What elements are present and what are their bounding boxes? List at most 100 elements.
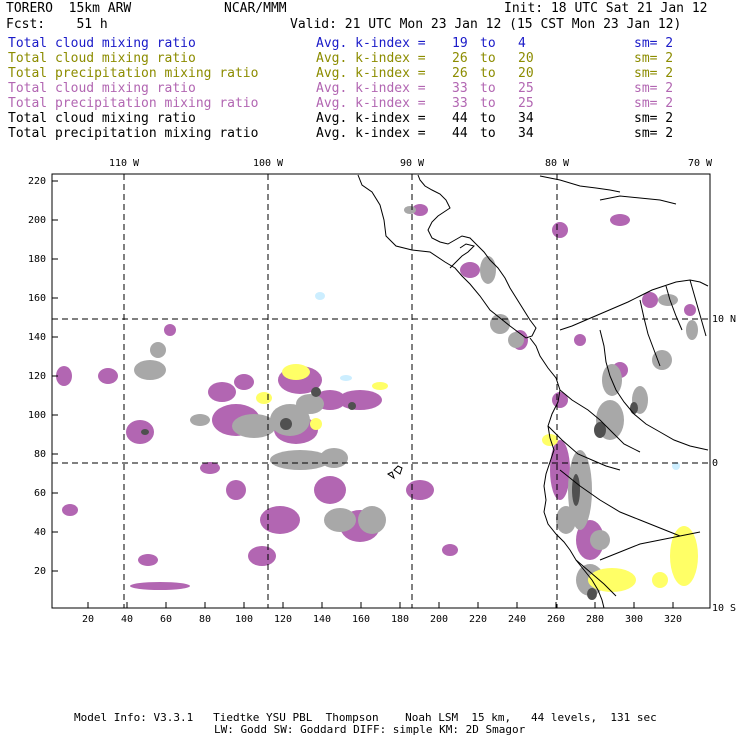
legend-to: to [480, 111, 496, 126]
x-tick-label: 20 [82, 614, 94, 625]
cloud-dark [348, 402, 356, 410]
cloud-yellow [542, 434, 558, 446]
legend-stat: Avg. k-index = [316, 126, 426, 141]
cloud-purple [56, 366, 72, 386]
cloud-dark [587, 588, 597, 600]
cloud-grey [150, 342, 166, 358]
legend-to: to [480, 96, 496, 111]
x-tick-label: 200 [430, 614, 448, 625]
model-info: Model Info: V3.3.1 Tiedtke YSU PBL Thomp… [74, 711, 657, 724]
cloud-yellow [588, 568, 636, 592]
legend-field: Total cloud mixing ratio [8, 51, 196, 66]
legend-field: Total cloud mixing ratio [8, 111, 196, 126]
legend-to: to [480, 66, 496, 81]
lon-label: 90 W [400, 158, 425, 169]
lat-lon-grid [52, 174, 710, 608]
cloud-grey [232, 414, 276, 438]
cloud-yellow [372, 382, 388, 390]
x-tick-label: 320 [664, 614, 682, 625]
lat-label: 10 S [712, 603, 736, 614]
legend-a: 19 [452, 36, 468, 51]
legend-a: 44 [452, 126, 468, 141]
x-tick-label: 60 [160, 614, 172, 625]
cloud-yellow [310, 418, 322, 430]
cloud-purple [226, 480, 246, 500]
physics-info: LW: Godd SW: Goddard DIFF: simple KM: 2D… [214, 723, 526, 736]
legend-stat: Avg. k-index = [316, 111, 426, 126]
legend-row: Total cloud mixing ratio Avg. k-index = 33… [8, 81, 728, 96]
lon-label: 100 W [253, 158, 284, 169]
legend-sm: sm= 2 [634, 126, 674, 141]
x-tick-label: 280 [586, 614, 604, 625]
legend-stat: Avg. k-index = [316, 36, 426, 51]
legend-sm: sm= 2 [634, 51, 674, 66]
legend-a: 44 [452, 111, 468, 126]
legend-row: Total cloud mixing ratio Avg. k-index = 44… [8, 111, 728, 126]
cloud-purple [164, 324, 176, 336]
cloud-lightblue [315, 292, 325, 300]
x-tick-label: 80 [199, 614, 211, 625]
legend-a: 33 [452, 96, 468, 111]
y-tick-label: 160 [28, 293, 46, 304]
cloud-grey [324, 508, 356, 532]
cloud-fields [56, 204, 698, 600]
y-tick-label: 80 [34, 449, 46, 460]
legend-b: 34 [518, 126, 534, 141]
cloud-purple [208, 382, 236, 402]
cloud-grey [134, 360, 166, 380]
lat-label: 0 [712, 458, 718, 469]
cloud-grey [686, 320, 698, 340]
cloud-grey [190, 414, 210, 426]
y-tick-label: 180 [28, 254, 46, 265]
cloud-grey [508, 332, 524, 348]
valid-time: Valid: 21 UTC Mon 23 Jan 12 (15 CST Mon … [290, 17, 682, 32]
legend-to: to [480, 126, 496, 141]
init-time: Init: 18 UTC Sat 21 Jan 12 [504, 1, 708, 16]
x-tick-label: 220 [469, 614, 487, 625]
legend-b: 34 [518, 111, 534, 126]
legend-row: Total precipitation mixing ratio Avg. k-i… [8, 96, 728, 111]
cloud-purple [574, 334, 586, 346]
cloud-dark [311, 387, 321, 397]
cloud-purple [552, 222, 568, 238]
y-tick-label: 120 [28, 371, 46, 382]
legend-sm: sm= 2 [634, 81, 674, 96]
cloud-grey [296, 394, 324, 414]
cloud-purple [338, 390, 382, 410]
legend-to: to [480, 51, 496, 66]
lat-label: 10 N [712, 314, 736, 325]
lon-label: 70 W [688, 158, 713, 169]
cloud-purple [552, 392, 568, 408]
cloud-lightblue [672, 462, 680, 470]
cloud-yellow [652, 572, 668, 588]
cloud-purple [642, 292, 658, 308]
x-tick-label: 300 [625, 614, 643, 625]
cloud-purple [126, 420, 154, 444]
y-tick-label: 40 [34, 527, 46, 538]
legend-stat: Avg. k-index = [316, 96, 426, 111]
y-tick-label: 140 [28, 332, 46, 343]
legend-row: Total cloud mixing ratio Avg. k-index = 19… [8, 36, 728, 51]
cloud-lightblue [340, 375, 352, 381]
legend-sm: sm= 2 [634, 96, 674, 111]
legend-field: Total precipitation mixing ratio [8, 126, 259, 141]
organization: NCAR/MMM [224, 1, 287, 16]
legend-field: Total precipitation mixing ratio [8, 66, 259, 81]
y-tick-label: 100 [28, 410, 46, 421]
cloud-purple [248, 546, 276, 566]
cloud-dark [594, 422, 606, 438]
cloud-purple [138, 554, 158, 566]
y-tick-label: 200 [28, 215, 46, 226]
x-tick-label: 240 [508, 614, 526, 625]
cloud-purple [130, 582, 190, 590]
legend-field: Total precipitation mixing ratio [8, 96, 259, 111]
cloud-grey [556, 506, 576, 534]
cloud-purple [62, 504, 78, 516]
map-axes: 110 W 100 W 90 W 80 W 70 W 10 N 0 10 S 20 40 60 80 1… [28, 158, 736, 625]
legend-b: 25 [518, 96, 534, 111]
cloud-purple [200, 462, 220, 474]
legend-sm: sm= 2 [634, 111, 674, 126]
legend-row: Total precipitation mixing ratio Avg. k-i… [8, 126, 728, 141]
legend-stat: Avg. k-index = [316, 81, 426, 96]
